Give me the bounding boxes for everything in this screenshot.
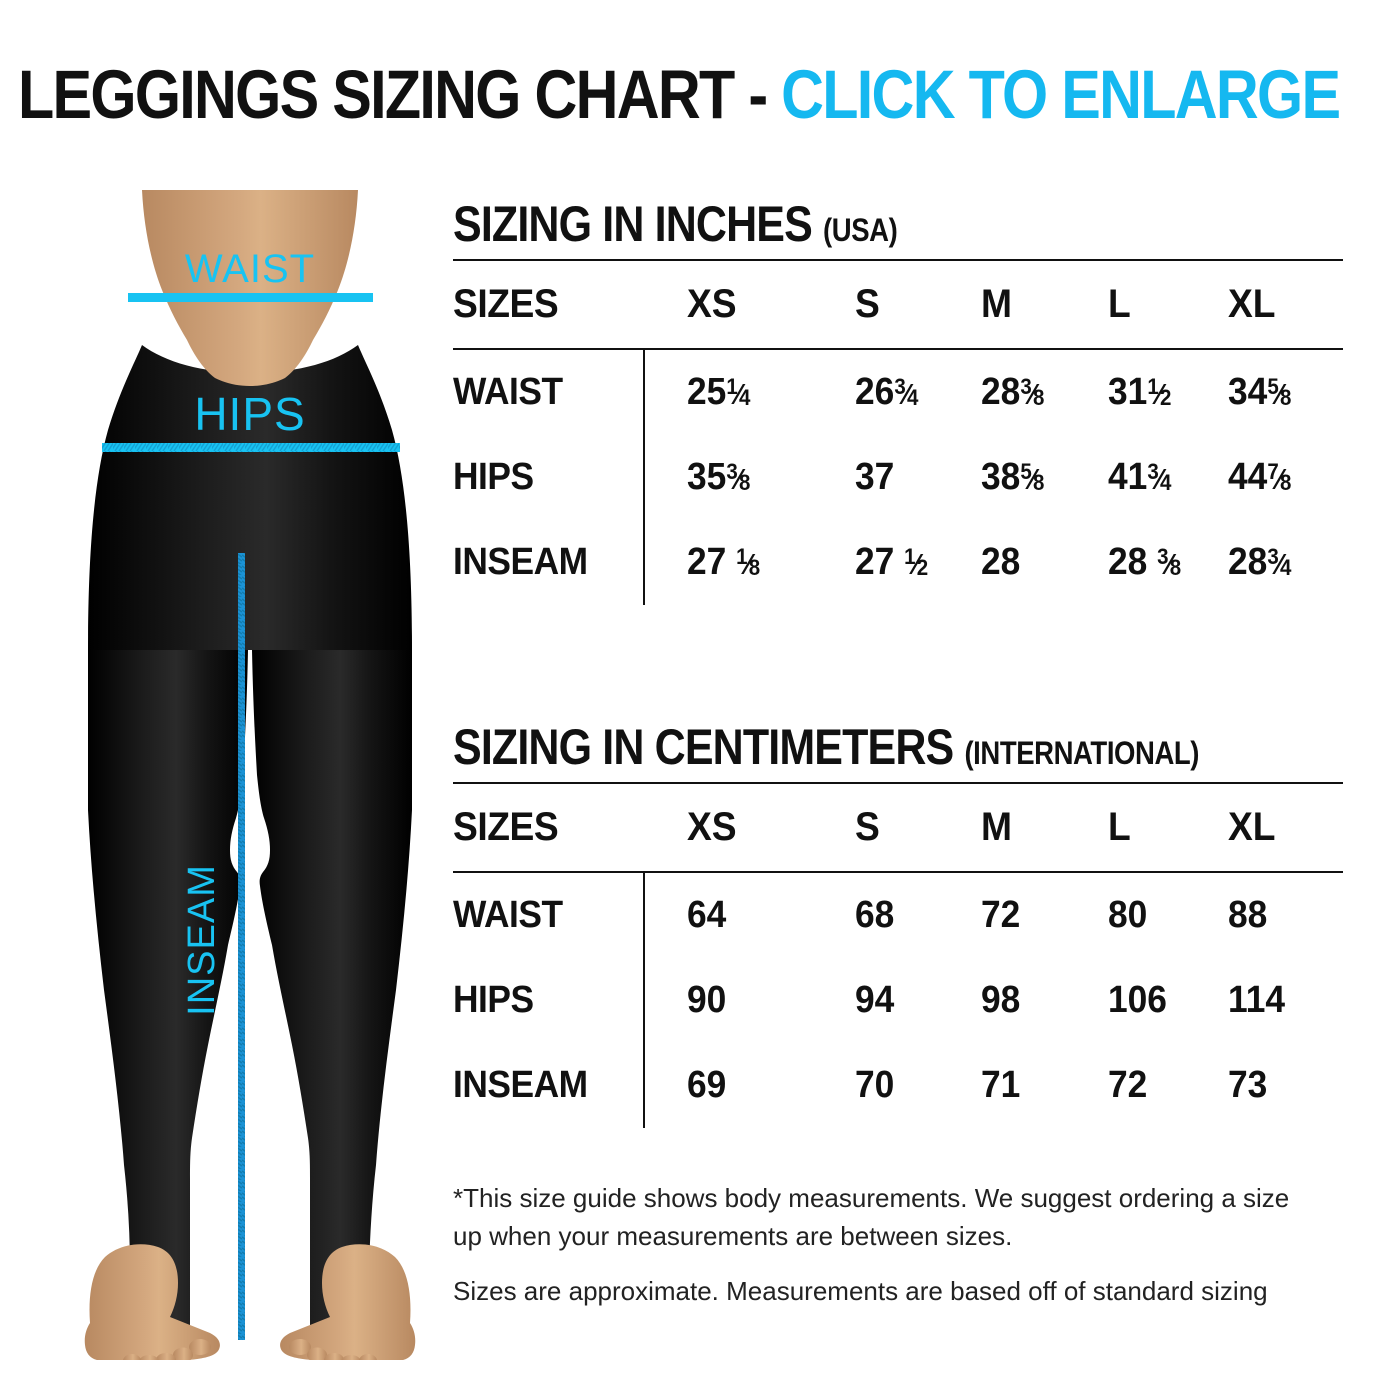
svg-text:WAIST: WAIST — [185, 247, 315, 291]
svg-text:HIPS: HIPS — [194, 388, 305, 440]
svg-text:INSEAM: INSEAM — [181, 864, 223, 1016]
